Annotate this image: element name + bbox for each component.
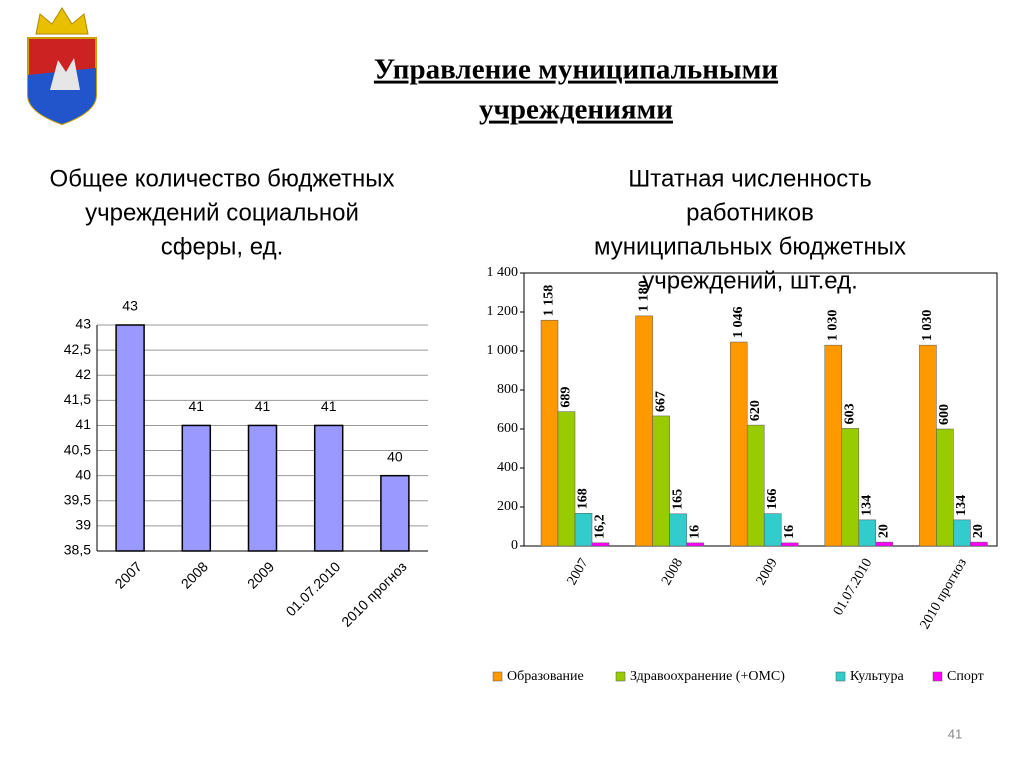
data-label: 41	[321, 398, 337, 414]
legend-label: Культура	[850, 669, 904, 684]
data-label: 1 180	[636, 280, 651, 312]
y-tick-label: 400	[497, 460, 518, 475]
x-tick-label: 2010 прогноз	[918, 556, 971, 632]
data-label: 20	[877, 524, 892, 538]
x-tick-label: 2007	[565, 556, 592, 588]
legend-label: Спорт	[947, 669, 984, 684]
bar	[919, 344, 937, 547]
bar	[181, 424, 212, 552]
bar	[936, 428, 954, 547]
bar	[970, 541, 988, 547]
data-label: 1 158	[542, 285, 557, 317]
data-label: 20	[971, 524, 986, 538]
bar	[635, 315, 653, 547]
y-tick-label: 1 400	[487, 265, 519, 280]
data-label: 1 030	[920, 310, 935, 342]
chart-title: муниципальных бюджетных	[594, 233, 906, 260]
y-tick-label: 40	[75, 466, 91, 482]
bar	[858, 519, 877, 547]
data-label: 16,2	[593, 514, 608, 539]
data-label: 1 030	[826, 310, 841, 342]
x-tick-label: 2008	[659, 556, 686, 588]
bar	[380, 474, 410, 552]
data-label: 165	[670, 489, 685, 510]
data-label: 16	[687, 525, 702, 539]
x-tick-label: 2009	[754, 556, 781, 588]
slide-number: 41	[948, 726, 962, 741]
chart-title: учреждений, шт.ед.	[642, 267, 857, 294]
bar	[557, 411, 576, 547]
chart-title: Штатная численность	[628, 165, 871, 192]
data-label: 1 046	[731, 307, 746, 339]
data-label: 600	[937, 404, 952, 425]
y-tick-label: 41,5	[64, 391, 91, 407]
bar	[591, 542, 610, 547]
chart-title: сферы, ед.	[161, 233, 284, 260]
bar	[313, 424, 344, 552]
legend-swatch	[932, 671, 943, 682]
data-label: 16	[782, 525, 797, 539]
y-tick-label: 1 000	[487, 343, 519, 358]
chart-title: работников	[686, 199, 814, 226]
data-label: 40	[387, 448, 403, 464]
x-tick-label: 2007	[111, 558, 144, 591]
x-tick-label: 01.07.2010	[283, 558, 344, 619]
bar	[729, 341, 748, 547]
y-tick-label: 1 200	[487, 304, 519, 319]
bar	[686, 542, 704, 547]
bar	[540, 319, 559, 547]
y-tick-label: 800	[497, 382, 518, 397]
data-label: 603	[843, 403, 858, 424]
data-label: 134	[860, 495, 875, 516]
data-label: 41	[255, 398, 271, 414]
y-tick-label: 39,5	[64, 491, 91, 507]
header-title: учреждениями	[479, 94, 673, 126]
bar	[953, 519, 971, 547]
data-label: 168	[576, 488, 591, 509]
chart-title: Общее количество бюджетных	[50, 165, 395, 192]
coat-of-arms	[27, 7, 97, 126]
data-label: 134	[954, 495, 969, 516]
bar	[875, 541, 894, 547]
x-tick-label: 2009	[244, 558, 277, 591]
data-label: 689	[559, 387, 574, 408]
legend-label: Здравоохранение (+ОМС)	[630, 669, 785, 684]
data-label: 667	[653, 391, 668, 412]
header-title: Управление муниципальными	[374, 54, 778, 86]
x-tick-label: 2010 прогноз	[338, 558, 409, 629]
legend-swatch	[615, 671, 626, 682]
data-label: 620	[748, 400, 763, 421]
y-tick-label: 42	[75, 366, 91, 382]
y-tick-label: 43	[75, 316, 91, 332]
data-label: 43	[122, 298, 138, 314]
data-label: 41	[189, 398, 205, 414]
legend-label: Образование	[507, 669, 584, 684]
y-tick-label: 40,5	[64, 441, 91, 457]
y-tick-label: 39	[75, 517, 91, 533]
legend-swatch	[835, 671, 846, 682]
bar	[574, 512, 593, 547]
y-tick-label: 38,5	[64, 542, 91, 558]
bar	[763, 513, 782, 547]
data-label: 166	[765, 489, 780, 510]
bar	[780, 542, 799, 547]
bar	[669, 513, 687, 547]
y-tick-label: 41	[75, 416, 91, 432]
legend-swatch	[492, 671, 503, 682]
bar	[652, 415, 670, 547]
y-tick-label: 600	[497, 421, 518, 436]
chart-title: учреждений социальной	[85, 199, 359, 226]
x-tick-label: 2008	[178, 558, 211, 591]
y-tick-label: 0	[511, 538, 518, 553]
bar	[841, 428, 860, 547]
bar	[247, 424, 278, 552]
y-tick-label: 200	[497, 499, 518, 514]
y-tick-label: 42,5	[64, 341, 91, 357]
bar	[824, 344, 843, 547]
bar	[746, 424, 765, 547]
bar	[115, 324, 145, 552]
x-tick-label: 01.07.2010	[831, 556, 875, 618]
